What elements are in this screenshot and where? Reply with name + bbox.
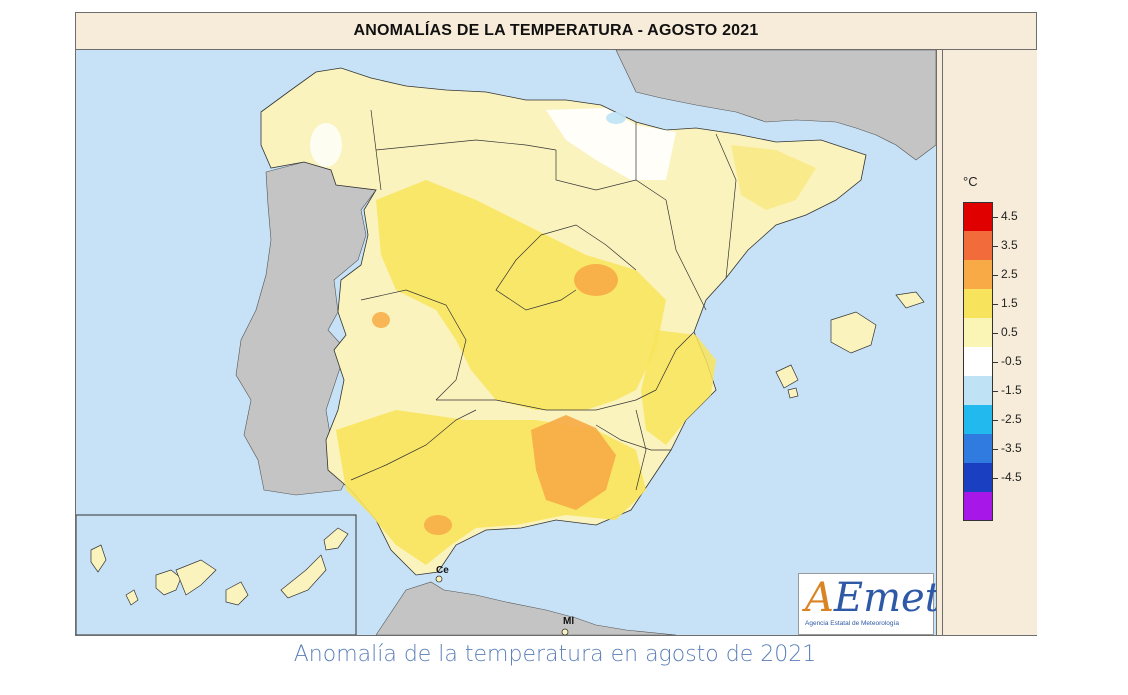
- legend-tick: [993, 246, 998, 247]
- island-lanzarote: [323, 527, 349, 551]
- anomaly-zone-orange-madrid: [574, 264, 618, 296]
- map-panel: Ce Ml AEmet Agencia Estatal de Meteorolo…: [76, 50, 937, 635]
- melilla-label: Ml: [563, 616, 575, 627]
- anomaly-zone-orange-cadiz: [424, 515, 452, 535]
- legend-swatch: [963, 202, 993, 231]
- figure-caption: Anomalía de la temperatura en agosto de …: [293, 642, 817, 667]
- legend-label: 4.5: [1001, 209, 1018, 223]
- legend-tick: [993, 362, 998, 363]
- legend-swatch: [963, 289, 993, 318]
- melilla-marker: [561, 628, 569, 635]
- canary-islands: [90, 527, 349, 606]
- legend-swatch: [963, 405, 993, 434]
- legend-panel: °C 4.5 3.5 2.5 1.5 0.5 -0.5 -1.5 -2.5 -3.5 -4.5: [942, 50, 1037, 635]
- north-africa-land: [375, 581, 677, 635]
- anomaly-zone-orange-extremadura: [372, 312, 390, 328]
- aemet-logo-wordmark: AEmet: [805, 575, 937, 621]
- legend-label: 0.5: [1001, 325, 1018, 339]
- legend-label: 1.5: [1001, 296, 1018, 310]
- anomaly-zone-yellow-east: [641, 330, 716, 445]
- france-land: [615, 50, 936, 161]
- legend-tick: [993, 304, 998, 305]
- ceuta-marker: [435, 575, 443, 583]
- aemet-logo: AEmet Agencia Estatal de Meteorología: [798, 573, 937, 635]
- ceuta-label: Ce: [436, 565, 449, 576]
- legend-tick: [993, 391, 998, 392]
- legend-tick: [993, 420, 998, 421]
- legend-label: -4.5: [1001, 470, 1022, 484]
- legend-label: -2.5: [1001, 412, 1022, 426]
- island-formentera: [787, 387, 799, 399]
- anomaly-zone-lightblue-basque: [606, 112, 626, 124]
- legend-swatch: [963, 231, 993, 260]
- anomaly-zone-yellow-centre: [376, 180, 666, 410]
- island-tenerife: [175, 559, 217, 596]
- legend-tick: [993, 217, 998, 218]
- island-la-gomera: [155, 569, 182, 596]
- legend-swatch: [963, 376, 993, 405]
- legend-swatch: [963, 260, 993, 289]
- legend-swatch: [963, 492, 993, 521]
- legend-swatch: [963, 318, 993, 347]
- island-gran-canaria: [225, 581, 249, 606]
- legend-label: -0.5: [1001, 354, 1022, 368]
- legend-swatch: [963, 434, 993, 463]
- island-mallorca: [830, 311, 877, 354]
- legend-tick: [993, 275, 998, 276]
- legend-tick: [993, 478, 998, 479]
- legend-label: -1.5: [1001, 383, 1022, 397]
- anomaly-zone-orange-andalusia: [531, 415, 616, 510]
- legend-label: -3.5: [1001, 441, 1022, 455]
- balearic-islands: [775, 291, 925, 399]
- temperature-anomaly-map-figure: ANOMALÍAS DE LA TEMPERATURA - AGOSTO 202…: [75, 12, 1037, 636]
- anomaly-zone-yellow-northeast: [731, 145, 816, 210]
- regional-borders: [350, 109, 737, 491]
- legend-label: 3.5: [1001, 238, 1018, 252]
- island-ibiza: [775, 364, 799, 389]
- island-fuerteventura: [280, 554, 327, 599]
- legend-unit: °C: [963, 174, 978, 189]
- legend-label: 2.5: [1001, 267, 1018, 281]
- island-el-hierro: [125, 589, 139, 606]
- legend-swatch: [963, 463, 993, 492]
- legend-tick: [993, 449, 998, 450]
- map-canvas: [76, 50, 936, 635]
- island-menorca: [895, 291, 925, 309]
- aemet-logo-subtitle: Agencia Estatal de Meteorología: [805, 620, 899, 627]
- legend-colorbar: [963, 202, 993, 521]
- legend-tick: [993, 333, 998, 334]
- anomaly-zone-white-north: [546, 108, 676, 180]
- legend-swatch: [963, 347, 993, 376]
- map-title: ANOMALÍAS DE LA TEMPERATURA - AGOSTO 202…: [76, 13, 1036, 50]
- island-la-palma: [90, 544, 107, 573]
- anomaly-zone-white-galicia: [310, 123, 342, 167]
